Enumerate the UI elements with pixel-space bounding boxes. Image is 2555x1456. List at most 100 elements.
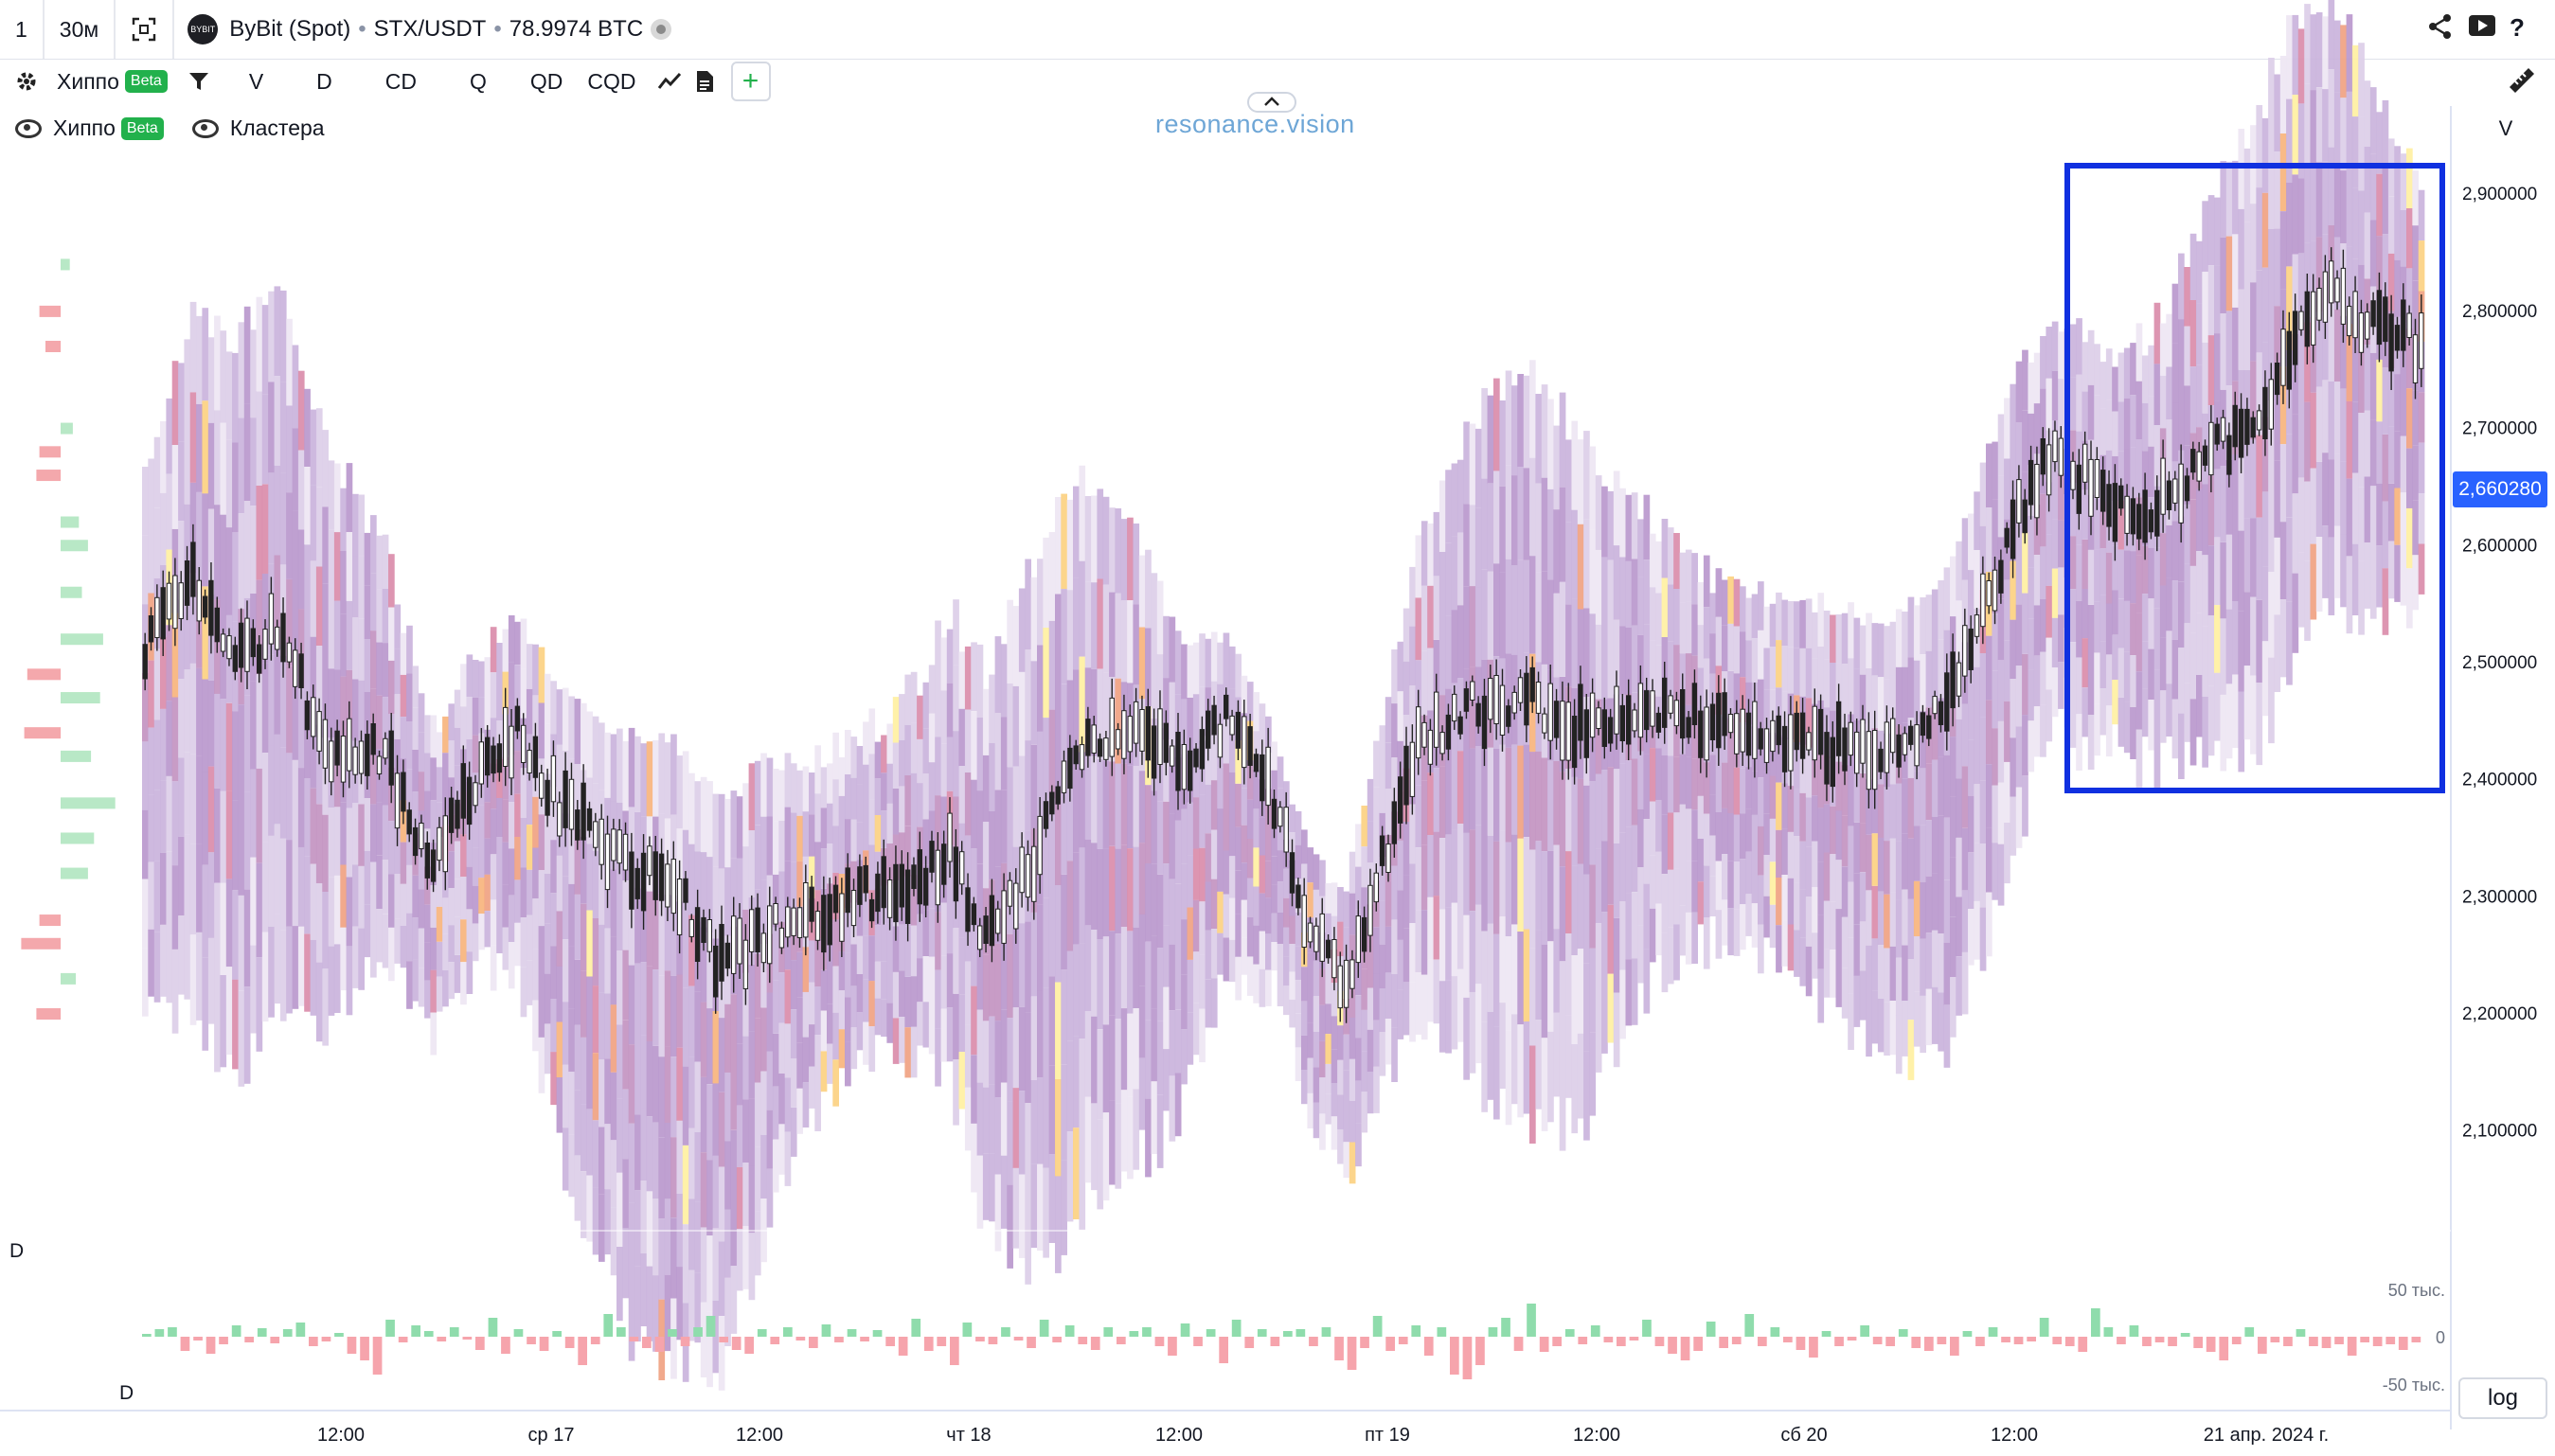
heatmap-cell: [881, 810, 887, 848]
heatmap-cell: [928, 1005, 936, 1055]
heatmap-cell: [1920, 768, 1926, 826]
heatmap-cell: [297, 926, 305, 1006]
settings-gear-icon[interactable]: [0, 70, 44, 93]
heatmap-cell: [2117, 648, 2125, 698]
delta-bar: [385, 1320, 395, 1337]
candle-body: [586, 808, 593, 831]
heatmap-cell: [1505, 1030, 1512, 1126]
heatmap-cell: [1565, 522, 1572, 605]
btn-cd[interactable]: CD: [384, 68, 418, 94]
heatmap-cell: [845, 997, 851, 1042]
play-icon[interactable]: [2468, 13, 2496, 38]
heatmap-cell: [478, 914, 485, 950]
heatmap-cell: [599, 1194, 605, 1262]
heatmap-cell: [718, 1241, 725, 1316]
heatmap-cell: [148, 660, 154, 728]
profile-bar: [21, 937, 62, 950]
heatmap-cell: [646, 1116, 653, 1192]
symbol-info[interactable]: BYBIT ByBit (Spot) • STX/USDT • 78.9974 …: [174, 14, 672, 44]
heatmap-cell: [2400, 549, 2407, 606]
btn-cqd[interactable]: CQD: [587, 68, 636, 94]
timeframe-button[interactable]: 30м: [45, 0, 116, 59]
share-icon[interactable]: [2428, 13, 2453, 40]
hippo-indicator-button[interactable]: Хиппо Beta: [44, 69, 183, 95]
candle-body: [370, 723, 376, 755]
delta-bar: [488, 1318, 498, 1337]
eye-icon[interactable]: [191, 118, 219, 138]
heatmap-cell: [466, 697, 473, 739]
filter-icon[interactable]: [183, 71, 215, 92]
heatmap-cell: [1037, 990, 1044, 1078]
heatmap-cell: [2099, 548, 2107, 595]
heatmap-cell: [310, 409, 317, 486]
eye-icon[interactable]: [15, 118, 42, 138]
heatmap-cell: [358, 928, 365, 990]
candle-body: [2178, 463, 2184, 524]
heatmap-cell: [874, 961, 882, 999]
heatmap-cell: [328, 599, 335, 669]
heatmap-cell: [634, 1266, 641, 1342]
candle-body: [875, 873, 881, 913]
heatmap-cell: [881, 735, 887, 773]
document-icon[interactable]: [688, 70, 722, 93]
heatmap-cell: [2207, 615, 2215, 686]
ruler-icon[interactable]: [2508, 66, 2536, 99]
line-chart-icon[interactable]: [652, 71, 688, 92]
btn-d[interactable]: D: [316, 68, 332, 94]
fullscreen-icon[interactable]: [116, 0, 175, 59]
heatmap-cell: [160, 708, 167, 781]
heatmap-cell: [1722, 625, 1728, 672]
legend-clusters[interactable]: Кластера: [191, 115, 325, 141]
heatmap-cell: [1073, 852, 1080, 945]
heatmap-cell: [718, 793, 725, 869]
add-indicator-button[interactable]: +: [730, 62, 771, 101]
heatmap-cell: [953, 599, 959, 666]
heatmap-cell: [1187, 645, 1194, 698]
heatmap-cell: [1079, 752, 1086, 848]
heatmap-cell: [448, 925, 456, 963]
help-icon[interactable]: ?: [2510, 13, 2525, 42]
btn-qd[interactable]: QD: [529, 68, 563, 94]
log-scale-button[interactable]: log: [2458, 1377, 2547, 1419]
heatmap-cell: [1655, 851, 1662, 904]
candle-body: [611, 828, 616, 861]
candle-body: [514, 705, 521, 732]
heatmap-cell: [508, 942, 515, 989]
heatmap-cell: [1012, 766, 1020, 847]
heatmap-cell: [760, 944, 767, 1008]
heatmap-cell: [2094, 395, 2100, 448]
heatmap-cell: [742, 783, 749, 847]
heatmap-cell: [652, 969, 659, 1046]
heatmap-cell: [1776, 829, 1782, 878]
btn-v[interactable]: V: [248, 68, 264, 94]
heatmap-cell: [1481, 478, 1488, 570]
heatmap-cell: [466, 866, 473, 910]
heatmap-cell: [1000, 1082, 1008, 1156]
heatmap-cell: [2022, 349, 2028, 411]
candle-body: [658, 853, 665, 901]
btn-q[interactable]: Q: [470, 68, 487, 94]
heatmap-cell: [2369, 419, 2377, 487]
heatmap-cell: [1048, 1154, 1056, 1243]
legend-hippo[interactable]: Хиппо Beta: [15, 115, 164, 141]
heatmap-cell: [1697, 839, 1705, 882]
heatmap-cell: [268, 291, 275, 382]
heatmap-cell: [2112, 590, 2118, 635]
heatmap-cell: [189, 392, 197, 483]
heatmap-cell: [868, 981, 876, 1027]
heatmap-cell: [1325, 913, 1332, 944]
heatmap-cell: [1679, 754, 1687, 805]
bar-count-button[interactable]: 1: [0, 0, 45, 59]
heatmap-cell: [1866, 1001, 1872, 1057]
heatmap-cell: [1523, 1021, 1530, 1114]
heatmap-cell: [1474, 587, 1482, 667]
candle-body: [322, 719, 329, 769]
heatmap-cell: [2123, 449, 2131, 500]
heatmap-cell: [1727, 813, 1734, 861]
heatmap-cell: [520, 618, 527, 669]
candle-body: [424, 843, 431, 879]
heatmap-cell: [538, 982, 545, 1038]
heatmap-cell: [250, 329, 257, 418]
heatmap-cell: [1733, 673, 1741, 721]
